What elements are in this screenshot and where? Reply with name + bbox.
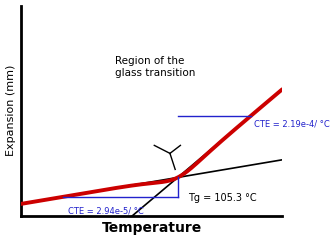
Text: CTE = 2.94e-5/ °C: CTE = 2.94e-5/ °C — [68, 207, 144, 216]
X-axis label: Temperature: Temperature — [102, 221, 202, 235]
Text: CTE = 2.19e-4/ °C: CTE = 2.19e-4/ °C — [254, 120, 329, 129]
Text: Region of the
glass transition: Region of the glass transition — [115, 56, 196, 78]
Text: Tg = 105.3 °C: Tg = 105.3 °C — [188, 194, 257, 203]
Y-axis label: Expansion (mm): Expansion (mm) — [6, 65, 15, 156]
